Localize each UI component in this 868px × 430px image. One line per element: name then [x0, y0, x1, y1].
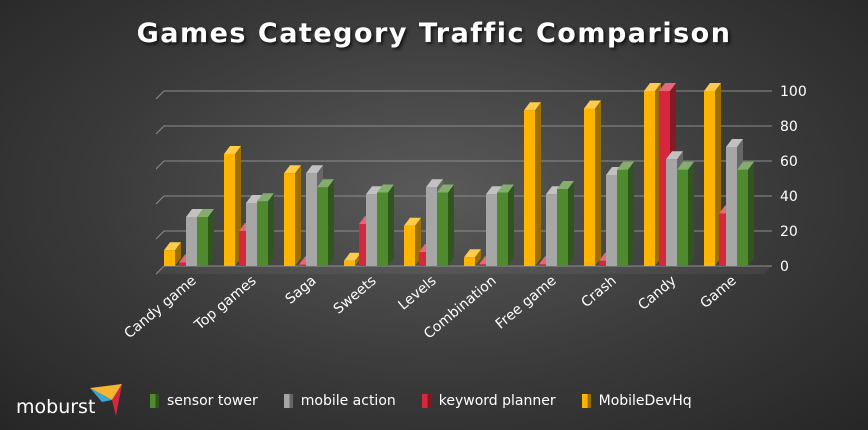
x-tick-label-candy-game: Candy game [121, 273, 199, 342]
logo-text: moburst [16, 396, 96, 418]
chart-title: Games Category Traffic Comparison [136, 18, 732, 49]
x-tick-label-candy: Candy [635, 273, 679, 314]
legend-item-mobile-action: mobile action [283, 393, 396, 409]
bar-mobiledevhq-sweets [344, 252, 361, 266]
legend: sensor tower mobile action keyword planner… [150, 393, 692, 409]
y-tick-label: 20 [780, 224, 798, 240]
bar-mobiledevhq-crash [584, 100, 601, 266]
bar-mobiledevhq-candy-game [164, 242, 181, 266]
grid-layer [155, 90, 772, 275]
bar-layer [164, 83, 754, 266]
legend-swatch [150, 394, 159, 408]
bar-sensor-tower-candy [677, 161, 694, 266]
bar-mobiledevhq-saga [284, 165, 301, 266]
bar-sensor-tower-candy-game [197, 209, 214, 266]
legend-swatch [581, 394, 591, 408]
gridline-80 [155, 125, 772, 135]
x-tick-label-saga: Saga [283, 273, 320, 308]
legend-label: sensor tower [167, 393, 258, 409]
logo-icon [90, 384, 122, 416]
x-tick-label-game: Game [697, 273, 739, 312]
legend-item-sensor-tower: sensor tower [150, 393, 258, 409]
bar-mobiledevhq-free-game [524, 102, 541, 266]
y-tick-label: 40 [780, 189, 798, 205]
legend-swatch [283, 394, 293, 408]
legend-item-keyword-planner: keyword planner [421, 393, 556, 409]
y-tick-label: 0 [780, 259, 789, 275]
bar-sensor-tower-sweets [377, 184, 394, 266]
y-tick-label: 60 [780, 154, 798, 170]
x-tick-label-sweets: Sweets [331, 273, 380, 318]
legend-swatch [421, 394, 431, 408]
chart-floor [156, 266, 772, 274]
legend-label: MobileDevHq [598, 393, 692, 409]
bar-mobiledevhq-levels [404, 217, 421, 266]
legend-label: mobile action [300, 393, 396, 409]
bar-sensor-tower-free-game [557, 181, 574, 266]
bar-mobiledevhq-candy [644, 83, 661, 266]
moburst-logo: moburst [12, 382, 132, 422]
y-axis-ticks: 0 20 40 60 80 100 [780, 84, 807, 275]
y-tick-label: 100 [780, 84, 807, 100]
legend-label: keyword planner [438, 393, 556, 409]
bar-mobiledevhq-game [704, 83, 721, 266]
x-tick-label-levels: Levels [395, 273, 439, 314]
gridline-60 [155, 160, 772, 170]
bar-mobiledevhq-combination [464, 249, 481, 266]
bar-sensor-tower-levels [437, 184, 454, 266]
gridline-100 [155, 90, 772, 100]
bar-sensor-tower-game [737, 161, 754, 266]
bar-mobiledevhq-top-games [224, 146, 241, 266]
bar-sensor-tower-top-games [257, 193, 274, 266]
bar-sensor-tower-crash [617, 161, 634, 266]
legend-item-mobiledevhq: MobileDevHq [581, 393, 692, 409]
x-tick-label-top-games: Top games [191, 273, 260, 334]
y-tick-label: 80 [780, 119, 798, 135]
bar-sensor-tower-combination [497, 184, 514, 266]
x-tick-label-free-game: Free game [493, 273, 560, 333]
bar-sensor-tower-saga [317, 179, 334, 266]
x-tick-label-crash: Crash [578, 273, 619, 311]
